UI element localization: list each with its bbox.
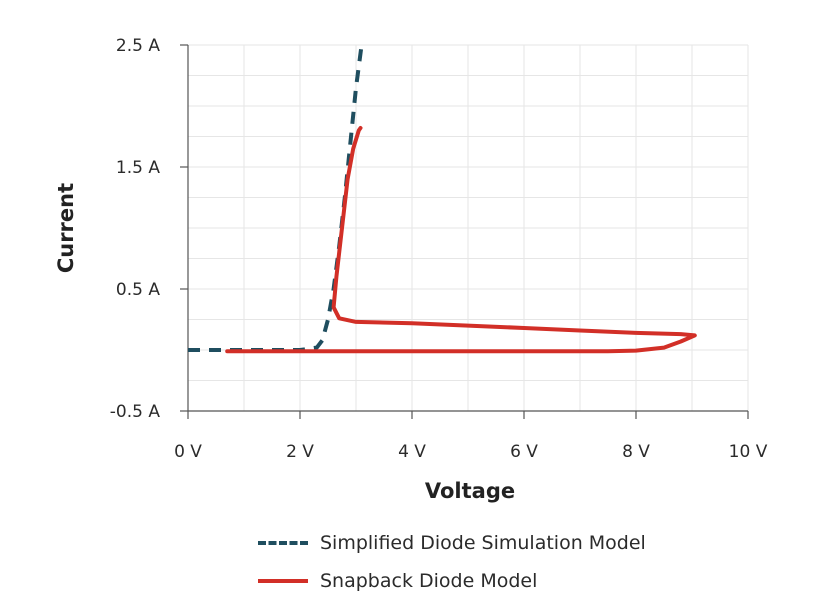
x-axis-title: Voltage xyxy=(425,479,515,503)
series-line-snapback xyxy=(225,126,697,354)
legend-label-simplified: Simplified Diode Simulation Model xyxy=(320,532,646,554)
tick-labels: 2.5 A 1.5 A 0.5 A -0.5 A 0 V 2 V 4 V 6 V 8 V 10 V xyxy=(110,36,768,462)
grid xyxy=(187,44,749,412)
legend: Simplified Diode Simulation Model Snapba… xyxy=(258,524,646,600)
legend-swatch-dashed xyxy=(258,541,308,545)
series-layer xyxy=(188,44,697,354)
x-tick-label: 8 V xyxy=(622,442,650,462)
series-line-simplified xyxy=(188,44,364,352)
axes xyxy=(180,44,749,419)
legend-item-snapback: Snapback Diode Model xyxy=(258,562,646,600)
y-axis-title: Current xyxy=(54,183,78,273)
legend-label-snapback: Snapback Diode Model xyxy=(320,570,538,592)
x-tick-label: 4 V xyxy=(398,442,426,462)
x-tick-label: 2 V xyxy=(286,442,314,462)
x-tick-label: 0 V xyxy=(174,442,202,462)
y-tick-label: -0.5 A xyxy=(110,402,161,422)
x-tick-label: 6 V xyxy=(510,442,538,462)
legend-item-simplified: Simplified Diode Simulation Model xyxy=(258,524,646,562)
x-tick-label: 10 V xyxy=(729,442,768,462)
y-tick-label: 1.5 A xyxy=(116,158,160,178)
legend-swatch-solid xyxy=(258,579,308,583)
y-tick-label: 0.5 A xyxy=(116,280,160,300)
y-tick-label: 2.5 A xyxy=(116,36,160,56)
